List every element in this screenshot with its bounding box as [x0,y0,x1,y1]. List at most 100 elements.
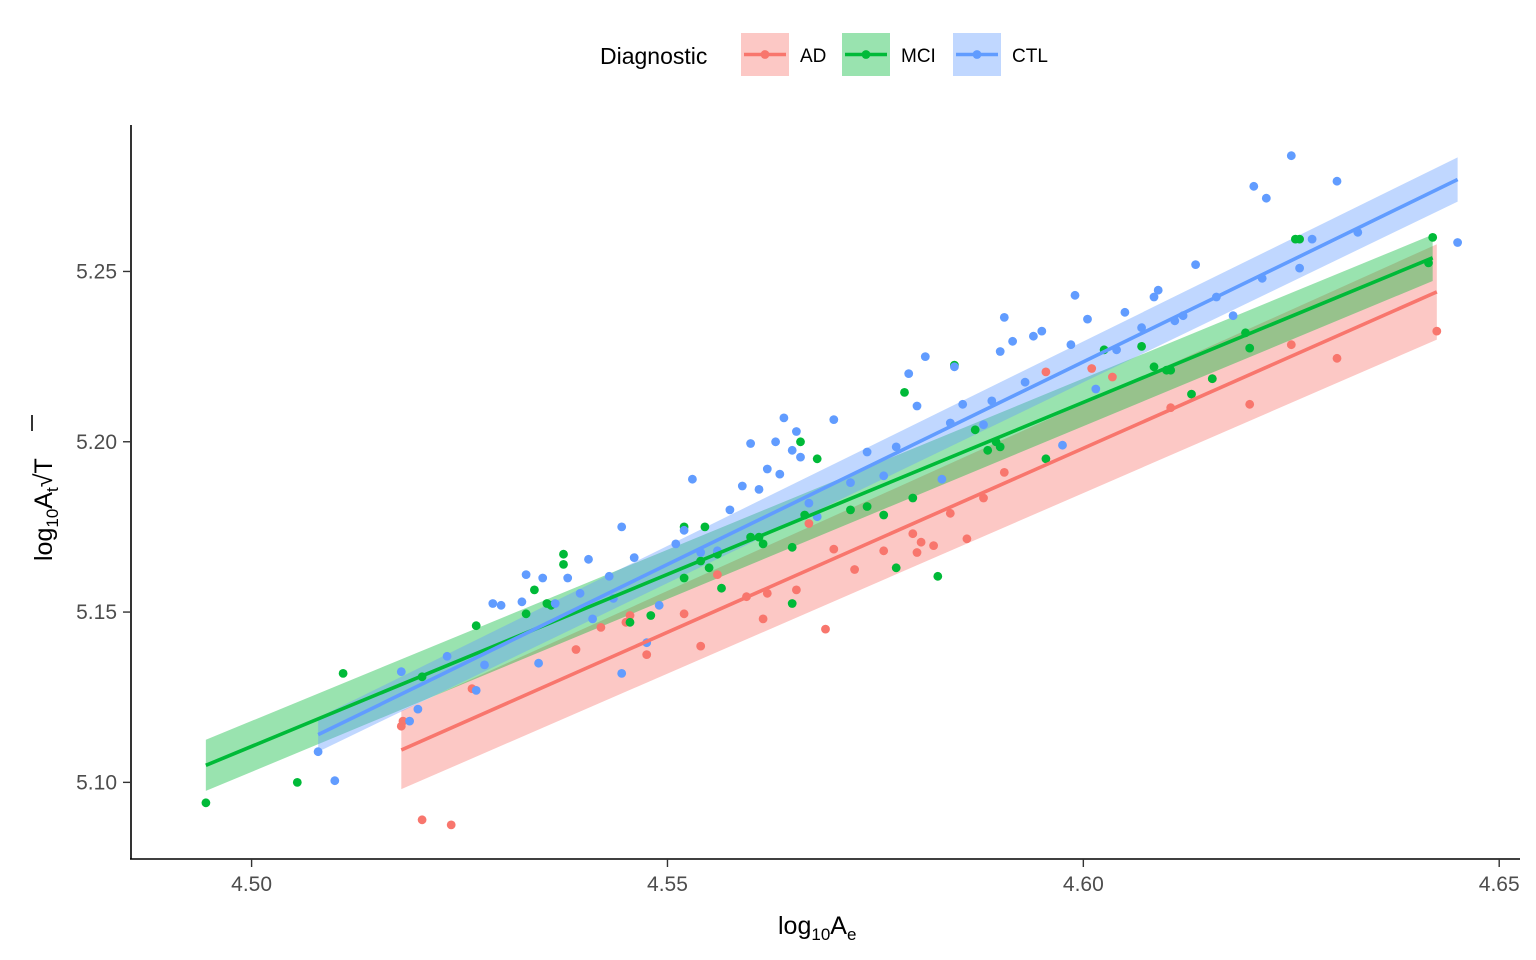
point-ad-5 [571,645,581,654]
point-ad-12 [713,570,722,579]
point-mci-0 [201,798,211,808]
x-axis-title-log: log [778,912,811,940]
point-ad-25 [929,541,938,550]
point-ctl-60 [1008,336,1017,346]
point-ad-23 [912,548,922,557]
point-ctl-87 [1453,238,1462,247]
point-mci-36 [970,425,980,435]
point-mci-43 [1149,362,1159,372]
x-tick-label-1: 4.55 [647,873,688,896]
point-ad-10 [679,609,689,619]
point-ctl-42 [804,498,814,508]
point-ctl-1 [330,776,340,786]
point-ctl-51 [920,352,930,361]
x-tick-label-3: 4.65 [1479,873,1520,896]
point-ctl-7 [480,660,489,670]
point-ad-17 [804,519,814,528]
point-ctl-8 [488,599,498,608]
x-axis-title-base: 10 [811,925,830,944]
point-ctl-27 [679,525,689,535]
point-mci-27 [812,454,822,464]
legend-label-mci: MCI [901,46,936,67]
y-axis-title-var: A [30,492,58,509]
legend-label-ad: AD [800,46,826,67]
point-ad-32 [1108,372,1117,382]
point-ctl-70 [1120,307,1130,317]
ribbon-ctl [318,157,1458,752]
point-mci-31 [891,563,901,573]
point-ctl-68 [1091,384,1101,394]
point-ctl-64 [1058,440,1067,450]
point-mci-4 [471,621,481,631]
point-mci-51 [1295,234,1304,244]
point-mci-19 [717,583,726,593]
point-mci-49 [1245,343,1255,353]
point-ctl-44 [829,415,839,424]
point-ctl-18 [588,614,597,624]
point-ad-31 [1087,364,1097,373]
point-ctl-63 [1037,326,1047,336]
point-ctl-11 [521,570,531,579]
legend-key-point-mci [861,50,871,59]
point-ctl-34 [754,485,764,494]
point-ad-8 [625,611,635,620]
point-ctl-23 [629,553,639,562]
point-ad-28 [979,493,988,503]
point-ctl-2 [396,667,406,677]
point-ctl-45 [846,478,855,487]
point-ctl-35 [762,464,772,474]
fit-line-ad [400,290,1438,752]
point-ctl-65 [1066,340,1076,350]
fit-line-mci [205,256,1434,767]
point-ctl-57 [987,396,997,406]
ribbon-ad [401,244,1437,790]
point-ctl-17 [584,554,593,564]
point-ctl-41 [796,452,805,462]
point-ad-6 [596,623,606,632]
y-axis-ticks: 5.10 5.15 5.20 5.25 [76,260,131,794]
point-mci-46 [1187,389,1196,399]
y-tick-label-3: 5.25 [76,260,117,283]
y-tick-label-2: 5.20 [76,431,117,454]
point-ctl-84 [1307,234,1317,244]
point-ctl-4 [413,704,423,714]
point-ad-16 [792,585,801,595]
point-ctl-3 [405,716,414,726]
point-ad-38 [1432,326,1442,336]
point-mci-2 [338,669,348,678]
point-ctl-16 [575,588,585,598]
point-ctl-58 [995,347,1005,356]
legend-label-ctl: CTL [1012,46,1048,67]
point-mci-12 [646,611,656,620]
point-mci-23 [787,542,797,552]
point-ctl-85 [1332,176,1342,186]
point-ctl-0 [313,747,323,757]
point-ctl-81 [1261,193,1271,203]
point-mci-42 [1137,342,1146,351]
point-ad-2 [417,815,427,825]
legend-keys: AD MCI CTL [741,33,1048,76]
point-ctl-31 [725,505,735,515]
point-ctl-40 [792,427,801,436]
point-mci-13 [679,573,689,583]
legend-key-point-ad [760,50,770,59]
point-ctl-6 [471,686,481,695]
point-ctl-46 [862,447,872,457]
point-ctl-39 [787,445,797,455]
point-ctl-62 [1029,331,1038,341]
point-ctl-67 [1083,314,1092,324]
point-ctl-47 [879,471,889,481]
point-ctl-76 [1191,260,1200,269]
legend-key-point-ctl [972,50,982,59]
x-axis-ticks: 4.50 4.55 4.60 4.65 [231,859,1520,896]
point-mci-29 [862,502,872,511]
point-ad-35 [1245,399,1255,409]
point-ctl-78 [1228,311,1238,321]
point-mci-9 [559,549,568,559]
x-tick-label-0: 4.50 [231,873,272,896]
legend: Diagnostic AD MCI CTL [600,33,1048,76]
x-axis-title: log10Ae [778,912,856,944]
point-ctl-36 [771,437,780,447]
point-mci-40 [1041,454,1051,464]
